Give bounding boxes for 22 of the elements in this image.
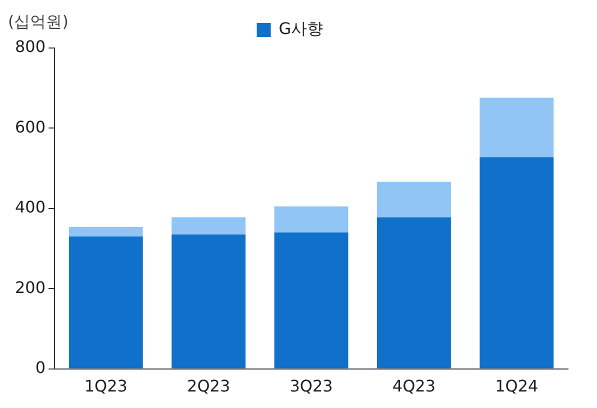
bar: [480, 98, 554, 158]
x-tick-label: 2Q23: [187, 376, 230, 396]
x-tick-label: 1Q24: [495, 376, 538, 396]
bar: [172, 234, 246, 368]
bar: [376, 217, 451, 368]
y-tick-label: 800: [14, 37, 46, 56]
y-axis-title: (십억원): [8, 12, 68, 33]
bar: [68, 226, 143, 236]
y-tick-label: 0: [35, 358, 46, 377]
bar: [274, 206, 348, 232]
bar: [274, 232, 348, 368]
x-tick-label: 4Q23: [392, 376, 436, 396]
x-tick-label: 3Q23: [290, 376, 333, 396]
y-tick-label: 400: [14, 198, 46, 217]
y-tick-label: 200: [14, 278, 46, 297]
x-tick-label: 1Q23: [84, 376, 128, 396]
bar: [68, 236, 143, 368]
y-tick-label: 600: [14, 117, 46, 136]
bar: [376, 182, 451, 218]
bar: [480, 157, 554, 368]
legend-label: G사향: [278, 19, 324, 38]
bar: [172, 217, 246, 234]
